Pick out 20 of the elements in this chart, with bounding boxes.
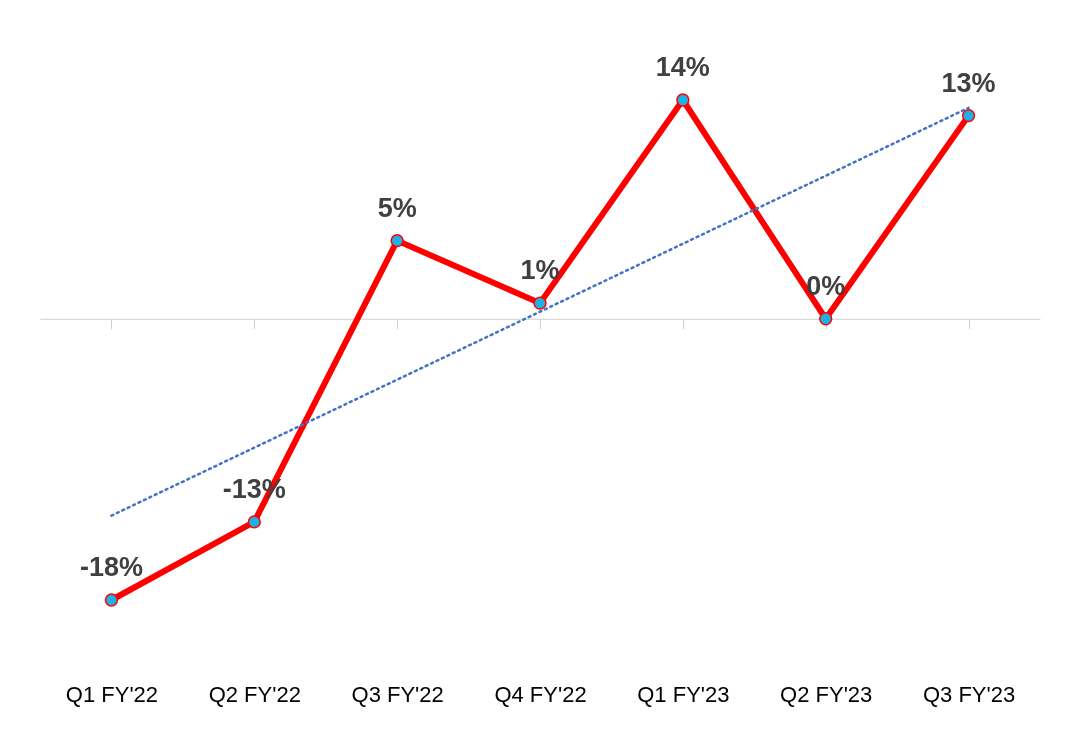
x-tick-label: Q3 FY'22 xyxy=(351,681,444,707)
data-label: 5% xyxy=(377,192,417,223)
point xyxy=(961,108,976,123)
point xyxy=(390,233,404,248)
x-tick-label: Q3 FY'23 xyxy=(922,681,1016,707)
x-tick-label: Q2 FY'23 xyxy=(780,681,873,707)
data-label: 14% xyxy=(655,52,710,82)
x-tick-label: Q4 FY'22 xyxy=(494,681,587,707)
data-label: 0% xyxy=(806,270,846,301)
x-tick-label: Q1 FY'23 xyxy=(637,681,730,707)
point xyxy=(247,515,261,529)
point xyxy=(676,93,690,107)
x-tick-label: Q1 FY'22 xyxy=(65,681,159,707)
point xyxy=(104,593,119,607)
x-tick-label: Q2 FY'22 xyxy=(208,681,301,707)
data-label: 1% xyxy=(520,255,560,286)
data-label: 13% xyxy=(941,67,996,98)
point xyxy=(819,312,833,326)
data-label: -18% xyxy=(79,552,143,582)
point xyxy=(533,296,547,310)
